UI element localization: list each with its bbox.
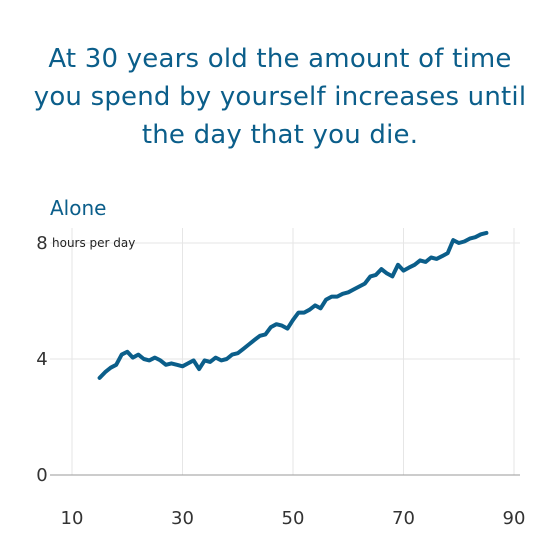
y-tick-labels: 0 4 8 — [36, 233, 47, 486]
x-tick-label: 90 — [503, 508, 526, 529]
y-tick-label: 0 — [36, 465, 47, 486]
x-tick-labels: 10 30 50 70 90 — [61, 508, 526, 529]
chart-title: At 30 years old the amount of time you s… — [33, 44, 527, 150]
series-label: Alone — [50, 196, 107, 220]
y-tick-label: 8 — [36, 233, 47, 254]
series-line-alone — [97, 230, 489, 380]
y-unit-label: hours per day — [52, 236, 135, 250]
y-tick-label: 4 — [36, 349, 47, 370]
x-tick-label: 70 — [392, 508, 415, 529]
x-tick-label: 30 — [171, 508, 194, 529]
x-tick-label: 50 — [282, 508, 305, 529]
x-tick-label: 10 — [61, 508, 84, 529]
grid-lines — [50, 228, 520, 475]
